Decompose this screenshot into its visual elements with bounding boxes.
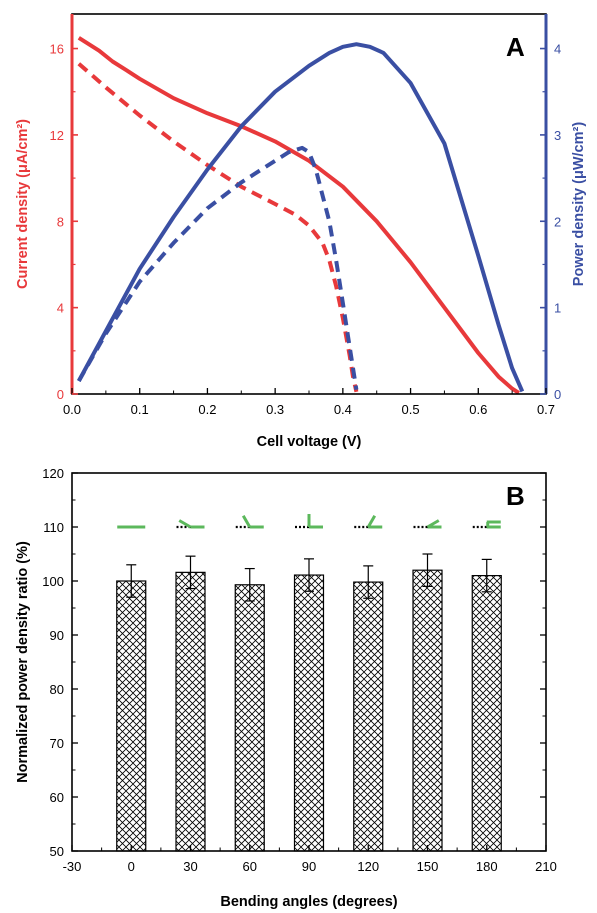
chart-b-y-tick-label: 110 [43,520,64,535]
chart-b-y-tick-label: 100 [42,574,64,589]
chart-a-plot-area [77,36,525,395]
chart-b-x-tick-label: 210 [535,859,557,874]
chart-a-y-left-tick-label: 4 [57,301,64,316]
chart-b-bar [471,574,502,852]
chart-b-bend-icon-arm [241,514,252,528]
chart-b-x-tick-label: 60 [243,859,257,874]
chart-b-bend-icon-arm [426,519,440,529]
chart-b-bar [412,569,443,852]
chart-a-series-0-line [77,36,520,395]
chart-b-bar [353,581,384,852]
chart-b-x-tick-label: 90 [302,859,316,874]
chart-b: -30 0 30 60 90 120 150 180 210 50 60 70 80 90 100 110 12… [15,466,557,910]
chart-a-x-tick-label: 0.4 [334,402,352,417]
chart-b-bend-icon-arm [366,514,377,528]
chart-b-x-tick-label: 150 [417,859,439,874]
chart-b-bend-icon-arm [178,519,192,529]
chart-a-y-right-tick-label: 2 [554,214,561,229]
chart-b-y-tick-label: 70 [50,736,64,751]
chart-a-y-right-tick-label: 3 [554,128,561,143]
chart-a-x-tick-label: 0.6 [469,402,487,417]
chart-b-bar [293,574,325,852]
chart-b-x-tick-label: 30 [183,859,197,874]
chart-a-series-2-line [77,42,525,393]
chart-a-y-right-title: Power density (μW/cm²) [571,122,587,287]
chart-a-x-tick-label: 0.5 [402,402,420,417]
chart-b-bar [175,571,206,852]
chart-b-y-tick-label: 90 [50,628,64,643]
chart-a-y-left-title: Current density (μA/cm²) [15,119,31,289]
chart-b-y-tick-label: 60 [50,790,64,805]
chart-a-x-tick-label: 0.7 [537,402,555,417]
chart-b-bend-icon [472,520,501,529]
chart-a-y-right-tick-label: 1 [554,301,561,316]
chart-a-series-3-line [77,145,359,391]
chart-a-x-tick-label: 0.2 [198,402,216,417]
chart-a-y-left-tick-label: 12 [50,128,64,143]
chart-a-y-left-tick-label: 16 [50,42,64,57]
chart-a-x-tick-label: 0.0 [63,402,81,417]
chart-b-y-axis-title: Normalized power density ratio (%) [15,541,31,783]
chart-a-panel-label: A [506,32,525,62]
chart-a-x-tick-label: 0.1 [131,402,149,417]
chart-b-x-tick-label: 0 [128,859,135,874]
chart-a-y-left-tick-label: 0 [57,387,64,402]
chart-b-bend-icon [413,519,442,529]
chart-b-bar [234,584,265,852]
chart-b-y-tick-label: 50 [50,844,64,859]
chart-a-y-left-tick-label: 8 [57,214,64,229]
chart-a-frame [71,13,547,395]
chart-b-bar [116,580,147,852]
chart-a-x-tick-label: 0.3 [266,402,284,417]
chart-a-x-axis-title: Cell voltage (V) [257,434,362,450]
chart-b-x-tick-label: 180 [476,859,498,874]
chart-b-x-tick-label: -30 [63,859,82,874]
chart-a-y-right-tick-label: 4 [554,42,561,57]
chart-b-x-tick-label: 120 [357,859,379,874]
chart-a-series-1-line [77,62,359,393]
chart-b-bend-icon [295,514,323,529]
chart-b-bend-icon [354,514,383,529]
chart-b-x-axis-title: Bending angles (degrees) [220,894,397,910]
chart-b-ticks: -30 0 30 60 90 120 150 180 210 50 60 70 80 90 100 110 12… [42,466,557,874]
chart-b-bend-icon [176,519,205,529]
chart-b-plot-area [116,514,502,852]
chart-b-panel-label: B [506,481,525,511]
chart-b-y-tick-label: 80 [50,682,64,697]
chart-b-y-tick-label: 120 [42,466,64,481]
chart-b-bend-icon [235,514,264,529]
chart-a-y-right-tick-label: 0 [554,387,561,402]
